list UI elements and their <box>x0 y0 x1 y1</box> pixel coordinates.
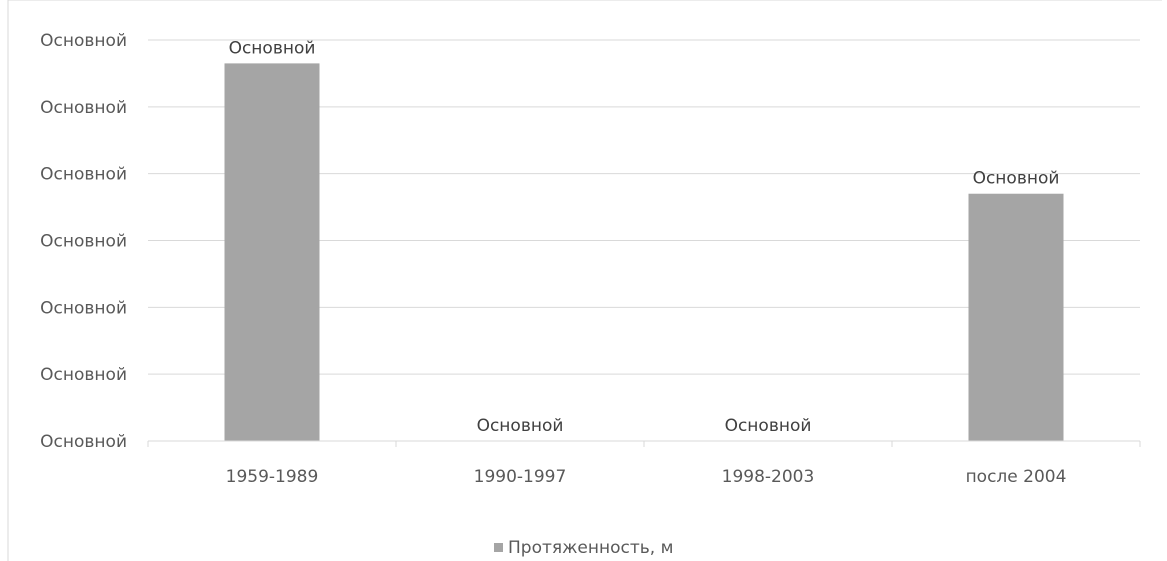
data-label: Основной <box>973 169 1060 189</box>
y-tick-label: Основной <box>40 232 127 252</box>
data-labels: Основной Основной Основной Основной <box>229 38 1060 436</box>
data-label: Основной <box>477 416 564 436</box>
x-tick-label: после 2004 <box>966 467 1067 487</box>
x-axis <box>147 440 1141 447</box>
x-tick-label: 1998-2003 <box>722 467 815 487</box>
x-axis-tick-labels: 1959-1989 1990-1997 1998-2003 после 2004 <box>226 467 1067 487</box>
y-tick-label: Основной <box>40 31 127 51</box>
x-tick-label: 1959-1989 <box>226 467 319 487</box>
bars <box>224 63 1064 442</box>
x-tick-label: 1990-1997 <box>474 467 567 487</box>
legend-label: Протяженность, м <box>508 538 673 558</box>
data-label: Основной <box>229 38 316 58</box>
bar <box>968 193 1064 441</box>
legend-swatch <box>494 543 503 552</box>
y-tick-label: Основной <box>40 298 127 318</box>
y-tick-label: Основной <box>40 98 127 118</box>
y-axis-tick-labels: Основной Основной Основной Основной Основной… <box>40 31 127 452</box>
y-tick-label: Основной <box>40 432 127 452</box>
data-label: Основной <box>725 416 812 436</box>
bar <box>224 63 320 442</box>
y-tick-label: Основной <box>40 365 127 385</box>
y-tick-label: Основной <box>40 165 127 185</box>
legend: Протяженность, м <box>494 538 673 558</box>
